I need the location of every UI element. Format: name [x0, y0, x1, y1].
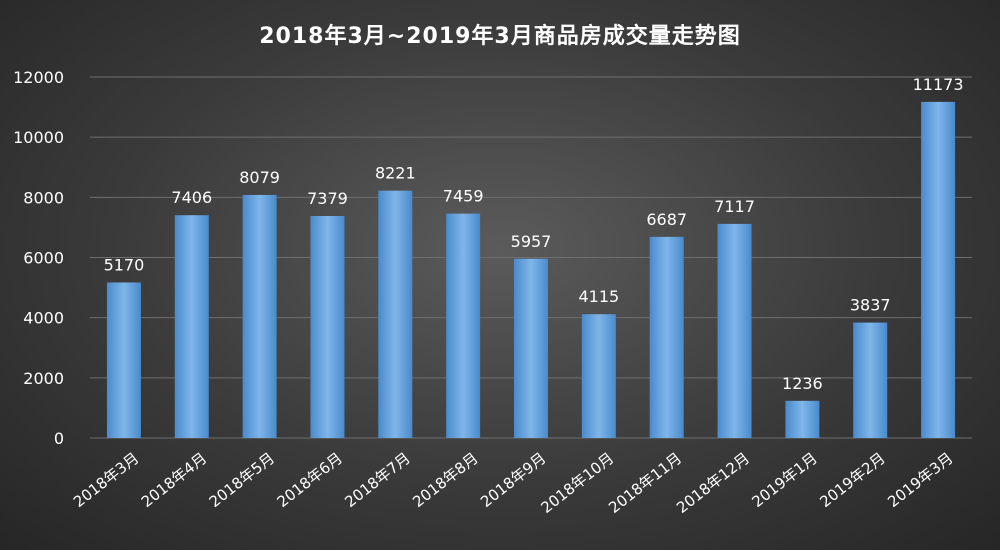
x-tick-label: 2019年3月 [884, 449, 956, 511]
bar [649, 236, 684, 438]
bar [106, 282, 141, 438]
x-axis: 2018年3月2018年4月2018年5月2018年6月2018年7月2018年… [70, 449, 956, 517]
data-label: 3837 [850, 296, 891, 315]
x-tick-label: 2018年5月 [206, 449, 278, 511]
x-tick-label: 2018年11月 [605, 449, 685, 517]
data-label: 8079 [239, 168, 280, 187]
x-tick-label: 2018年8月 [409, 449, 481, 511]
data-label: 8221 [375, 164, 416, 183]
y-tick-label: 4000 [23, 309, 64, 328]
y-tick-label: 10000 [13, 128, 64, 147]
data-label: 7459 [443, 187, 484, 206]
y-tick-label: 6000 [23, 249, 64, 268]
data-label: 5170 [104, 255, 145, 274]
bar [853, 322, 888, 438]
x-tick-label: 2018年7月 [341, 449, 413, 511]
x-tick-label: 2019年2月 [816, 449, 888, 511]
data-labels: 5170 7406 8079 7379 8221 7459 5957 4115 6687 7117… [104, 75, 964, 393]
bar [242, 194, 277, 438]
data-label: 7379 [307, 189, 348, 208]
bar [310, 216, 345, 438]
bar [446, 213, 481, 438]
bar [581, 314, 616, 438]
data-label: 7406 [171, 188, 212, 207]
x-tick-label: 2019年1月 [749, 449, 821, 511]
bars [106, 101, 956, 439]
data-label: 5957 [511, 232, 552, 251]
x-tick-label: 2018年4月 [138, 449, 210, 511]
x-tick-label: 2018年12月 [673, 449, 753, 517]
y-tick-label: 8000 [23, 188, 64, 207]
x-tick-label: 2018年6月 [274, 449, 346, 511]
y-tick-label: 2000 [23, 369, 64, 388]
bar [378, 190, 413, 438]
data-label: 7117 [714, 197, 755, 216]
bar [514, 258, 548, 438]
data-label: 1236 [782, 374, 823, 393]
bar [717, 223, 752, 438]
y-tick-label: 12000 [13, 68, 64, 87]
y-axis: 0 2000 4000 6000 8000 10000 12000 [13, 68, 64, 448]
data-label: 6687 [646, 210, 687, 229]
data-label: 11173 [913, 75, 964, 94]
y-tick-label: 0 [54, 429, 64, 448]
x-tick-label: 2018年10月 [537, 449, 617, 517]
bar [785, 400, 820, 438]
x-tick-label: 2018年3月 [70, 449, 142, 511]
bar [921, 101, 956, 439]
data-label: 4115 [578, 287, 619, 306]
chart-title: 2018年3月~2019年3月商品房成交量走势图 [259, 24, 741, 49]
bar [174, 215, 209, 438]
